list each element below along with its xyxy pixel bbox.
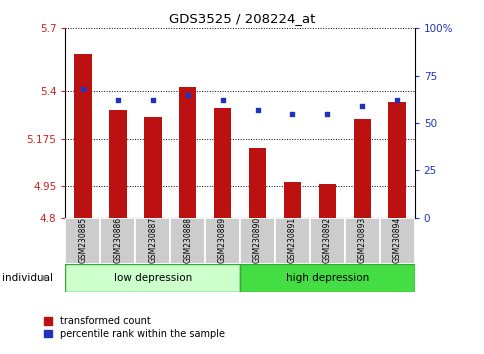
Bar xyxy=(353,119,370,218)
Bar xyxy=(170,218,205,264)
Text: high depression: high depression xyxy=(285,273,368,283)
Point xyxy=(218,97,226,103)
Bar xyxy=(205,218,240,264)
Bar xyxy=(65,264,240,292)
Bar xyxy=(144,117,161,218)
Bar xyxy=(283,182,301,218)
Bar xyxy=(309,218,344,264)
Point xyxy=(114,97,121,103)
Point xyxy=(183,92,191,97)
Point xyxy=(393,97,400,103)
Text: GSM230892: GSM230892 xyxy=(322,217,331,263)
Bar xyxy=(100,218,135,264)
Text: GSM230893: GSM230893 xyxy=(357,217,366,263)
Text: GSM230891: GSM230891 xyxy=(287,217,296,263)
Text: GSM230894: GSM230894 xyxy=(392,217,401,263)
Text: ▶: ▶ xyxy=(42,273,48,282)
Point xyxy=(149,97,156,103)
Bar xyxy=(74,53,91,218)
Text: GSM230888: GSM230888 xyxy=(183,217,192,263)
Bar xyxy=(248,148,266,218)
Bar xyxy=(240,218,274,264)
Point xyxy=(358,103,365,109)
Bar xyxy=(388,102,405,218)
Text: individual: individual xyxy=(2,273,53,283)
Text: GSM230890: GSM230890 xyxy=(253,217,261,263)
Bar xyxy=(179,87,196,218)
Text: GSM230889: GSM230889 xyxy=(218,217,227,263)
Text: GSM230885: GSM230885 xyxy=(78,217,87,263)
Point xyxy=(79,86,87,92)
Bar xyxy=(344,218,379,264)
Bar xyxy=(240,264,414,292)
Point xyxy=(288,111,296,116)
Text: GSM230886: GSM230886 xyxy=(113,217,122,263)
Point xyxy=(253,107,261,113)
Legend: transformed count, percentile rank within the sample: transformed count, percentile rank withi… xyxy=(44,316,225,339)
Text: GSM230887: GSM230887 xyxy=(148,217,157,263)
Bar xyxy=(109,110,126,218)
Text: GDS3525 / 208224_at: GDS3525 / 208224_at xyxy=(169,12,315,25)
Point xyxy=(323,111,331,116)
Bar xyxy=(274,218,309,264)
Bar xyxy=(379,218,414,264)
Bar xyxy=(65,218,100,264)
Text: low depression: low depression xyxy=(113,273,192,283)
Bar xyxy=(135,218,170,264)
Bar xyxy=(213,108,231,218)
Bar xyxy=(318,184,335,218)
